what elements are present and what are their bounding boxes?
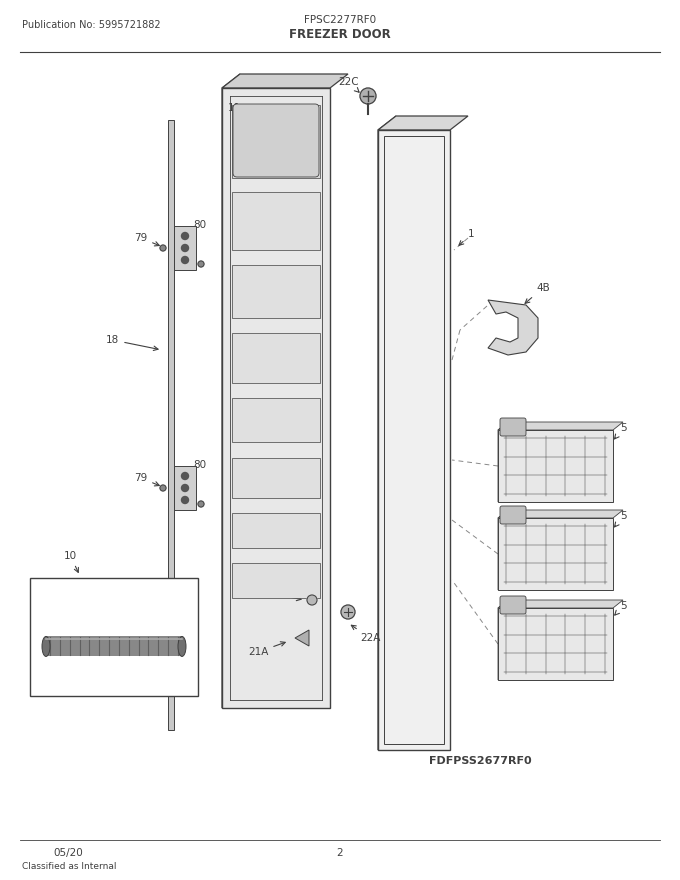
Polygon shape: [498, 600, 508, 680]
Text: FDFPSS2677RF0: FDFPSS2677RF0: [428, 756, 531, 766]
Polygon shape: [498, 510, 508, 590]
FancyBboxPatch shape: [233, 104, 319, 177]
Circle shape: [160, 245, 166, 251]
Text: 5: 5: [615, 601, 627, 615]
Bar: [168, 120, 174, 730]
Ellipse shape: [42, 636, 50, 656]
Circle shape: [198, 501, 204, 507]
FancyBboxPatch shape: [500, 596, 526, 614]
Polygon shape: [222, 74, 240, 708]
Bar: [30, 578, 198, 696]
FancyBboxPatch shape: [500, 506, 526, 524]
Text: 10: 10: [64, 551, 78, 572]
Text: 11: 11: [228, 103, 245, 113]
Polygon shape: [498, 422, 623, 430]
Bar: [384, 136, 444, 744]
Polygon shape: [46, 636, 182, 656]
Circle shape: [182, 256, 188, 263]
Circle shape: [198, 261, 204, 267]
Bar: [232, 563, 320, 598]
Circle shape: [182, 473, 188, 480]
FancyBboxPatch shape: [500, 418, 526, 436]
Circle shape: [182, 232, 188, 239]
Circle shape: [307, 595, 317, 605]
Text: 80: 80: [193, 220, 206, 230]
Text: 1: 1: [459, 229, 475, 246]
Bar: [498, 608, 613, 680]
Text: 5: 5: [615, 423, 627, 439]
Text: 80: 80: [193, 460, 206, 470]
Polygon shape: [488, 300, 538, 355]
Circle shape: [160, 485, 166, 491]
Text: Publication No: 5995721882: Publication No: 5995721882: [22, 20, 160, 30]
Circle shape: [182, 245, 188, 252]
Bar: [222, 88, 330, 708]
Circle shape: [182, 496, 188, 503]
Text: 18: 18: [106, 335, 158, 350]
Bar: [232, 398, 320, 442]
Text: 5: 5: [615, 511, 627, 527]
Text: 13A: 13A: [262, 589, 301, 601]
Polygon shape: [378, 116, 468, 130]
Text: 2: 2: [337, 848, 343, 858]
Bar: [232, 513, 320, 548]
Circle shape: [182, 485, 188, 492]
Circle shape: [341, 605, 355, 619]
Bar: [232, 105, 320, 178]
Polygon shape: [295, 630, 309, 646]
Text: 4B: 4B: [525, 283, 549, 304]
Text: 22A: 22A: [352, 626, 380, 643]
Ellipse shape: [178, 636, 186, 656]
Bar: [498, 430, 613, 502]
Bar: [232, 265, 320, 318]
Text: FREEZER DOOR: FREEZER DOOR: [289, 28, 391, 41]
Bar: [498, 518, 613, 590]
Text: Classified as Internal: Classified as Internal: [22, 862, 116, 871]
Text: 79: 79: [134, 233, 159, 246]
Bar: [174, 466, 196, 510]
Bar: [232, 333, 320, 383]
Polygon shape: [498, 422, 508, 502]
Polygon shape: [498, 600, 623, 608]
Text: FPSC2277RF0: FPSC2277RF0: [304, 15, 376, 25]
Text: 22C: 22C: [338, 77, 359, 92]
Polygon shape: [378, 116, 396, 750]
Text: 79: 79: [134, 473, 159, 486]
Bar: [232, 458, 320, 498]
Text: 21A: 21A: [248, 642, 285, 657]
Circle shape: [360, 88, 376, 104]
Bar: [232, 192, 320, 250]
Polygon shape: [498, 510, 623, 518]
Polygon shape: [222, 74, 348, 88]
Bar: [378, 130, 450, 750]
Text: 05/20: 05/20: [53, 848, 83, 858]
Bar: [174, 226, 196, 270]
